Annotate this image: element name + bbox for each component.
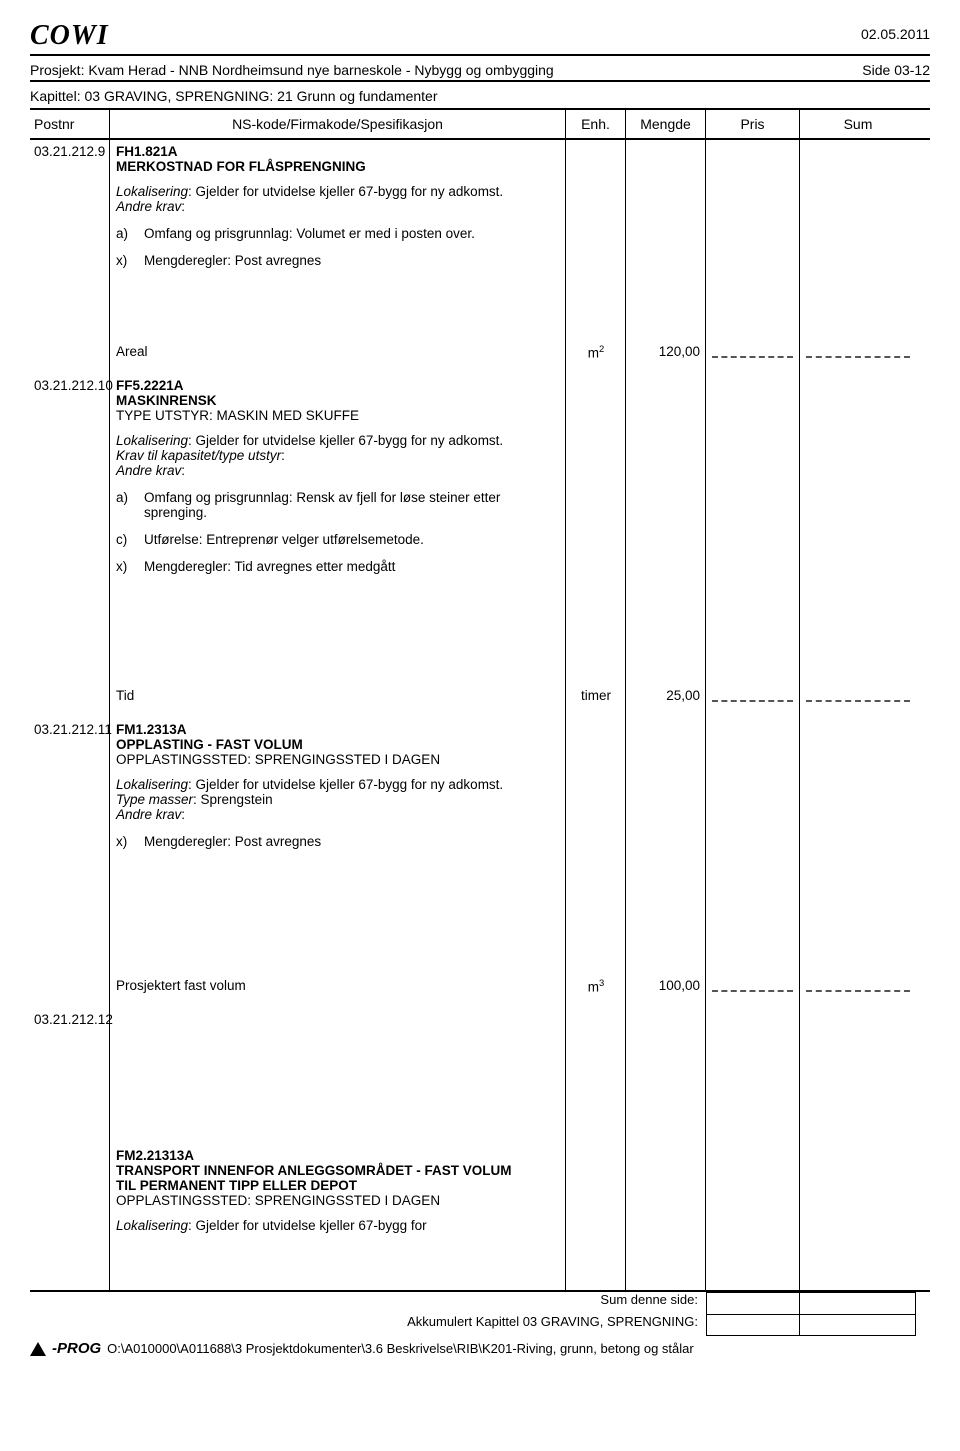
sub-txt: Mengderegler: Tid avregnes etter medgått [144, 559, 559, 574]
triangle-icon [30, 1342, 46, 1356]
col-pris: Pris [706, 110, 800, 138]
table-body: 03.21.212.9 03.21.212.10 03.21.212.11 03… [30, 140, 930, 1292]
qty-cell: 25,00 [626, 684, 706, 707]
krav-label: Andre krav [116, 199, 181, 214]
spec-title: OPPLASTING - FAST VOLUM [116, 737, 559, 752]
spec-code: FM1.2313A [116, 722, 187, 737]
price-blank [712, 340, 793, 358]
loc-text: : Gjelder for utvidelse kjeller 67-bygg … [188, 433, 503, 448]
loc-label: Lokalisering [116, 777, 188, 792]
sub-txt: Utførelse: Entreprenør velger utførelsem… [144, 532, 559, 547]
unit-cell: m3 [566, 974, 626, 999]
loc-label: Lokalisering [116, 1218, 188, 1233]
postnr-cell: 03.21.212.12 [30, 1008, 109, 1031]
logo: COWI [30, 20, 109, 52]
col-sum: Sum [800, 110, 916, 138]
kap-colon: : [281, 448, 285, 463]
page-side: Side 03-12 [862, 62, 930, 78]
spec-code: FH1.821A [116, 144, 178, 159]
footer-path: -PROG O:\A010000\A011688\3 Prosjektdokum… [30, 1336, 930, 1357]
price-blank [712, 974, 793, 992]
sub-lab: x) [116, 559, 144, 574]
sub-txt: Omfang og prisgrunnlag: Rensk av fjell f… [144, 490, 559, 520]
qty-cell: 120,00 [626, 340, 706, 363]
spec-code: FM2.21313A [116, 1148, 194, 1163]
footer-sum-row: Sum denne side: [30, 1292, 930, 1314]
price-blank [712, 684, 793, 702]
sum-blank [806, 684, 910, 702]
doc-date: 02.05.2011 [861, 20, 930, 42]
spec-title2: TIL PERMANENT TIPP ELLER DEPOT [116, 1178, 559, 1193]
postnr-cell: 03.21.212.9 [30, 140, 109, 163]
col-spec: NS-kode/Firmakode/Spesifikasjon [110, 110, 566, 138]
sub-txt: Mengderegler: Post avregnes [144, 834, 559, 849]
kap-label: Krav til kapasitet/type utstyr [116, 448, 281, 463]
type-text: : Sprengstein [193, 792, 273, 807]
sub-lab: a) [116, 490, 144, 520]
chapter-title: Kapittel: 03 GRAVING, SPRENGNING: 21 Gru… [30, 82, 930, 110]
sub-lab: c) [116, 532, 144, 547]
sub-lab: a) [116, 226, 144, 241]
postnr-cell: 03.21.212.11 [30, 718, 109, 741]
loc-label: Lokalisering [116, 184, 188, 199]
sum-blank [806, 340, 910, 358]
spec-title: MASKINRENSK [116, 393, 559, 408]
unit-cell: m2 [566, 340, 626, 365]
type-label: Type masser [116, 792, 193, 807]
spec-code: FF5.2221A [116, 378, 184, 393]
krav-colon: : [181, 199, 185, 214]
krav-label: Andre krav [116, 463, 181, 478]
measure-label: Tid [110, 684, 565, 707]
loc-text: : Gjelder for utvidelse kjeller 67-bygg … [188, 184, 503, 199]
spec-title2: TYPE UTSTYR: MASKIN MED SKUFFE [116, 408, 559, 423]
spec-title3: OPPLASTINGSSTED: SPRENGINGSSTED I DAGEN [116, 1193, 559, 1208]
col-enh: Enh. [566, 110, 626, 138]
footer-akk-row: Akkumulert Kapittel 03 GRAVING, SPRENGNI… [30, 1314, 930, 1336]
project-title: Prosjekt: Kvam Herad - NNB Nordheimsund … [30, 62, 554, 78]
measure-label: Areal [110, 340, 565, 363]
col-postnr: Postnr [30, 110, 110, 138]
sum-blank [806, 974, 910, 992]
sub-txt: Mengderegler: Post avregnes [144, 253, 559, 268]
sub-lab: x) [116, 834, 144, 849]
sub-lab: x) [116, 253, 144, 268]
krav-colon: : [181, 807, 185, 822]
col-mengde: Mengde [626, 110, 706, 138]
sub-txt: Omfang og prisgrunnlag: Volumet er med i… [144, 226, 559, 241]
unit-cell: timer [566, 684, 626, 707]
measure-label: Prosjektert fast volum [110, 974, 565, 997]
spec-title: MERKOSTNAD FOR FLÅSPRENGNING [116, 159, 559, 174]
loc-text: : Gjelder for utvidelse kjeller 67-bygg … [188, 1218, 427, 1233]
postnr-cell: 03.21.212.10 [30, 374, 109, 397]
spec-title: TRANSPORT INNENFOR ANLEGGSOMRÅDET - FAST… [116, 1163, 559, 1178]
qty-cell: 100,00 [626, 974, 706, 997]
krav-colon: : [181, 463, 185, 478]
spec-title2: OPPLASTINGSSTED: SPRENGINGSSTED I DAGEN [116, 752, 559, 767]
krav-label: Andre krav [116, 807, 181, 822]
loc-text: : Gjelder for utvidelse kjeller 67-bygg … [188, 777, 503, 792]
table-header: Postnr NS-kode/Firmakode/Spesifikasjon E… [30, 110, 930, 140]
loc-label: Lokalisering [116, 433, 188, 448]
